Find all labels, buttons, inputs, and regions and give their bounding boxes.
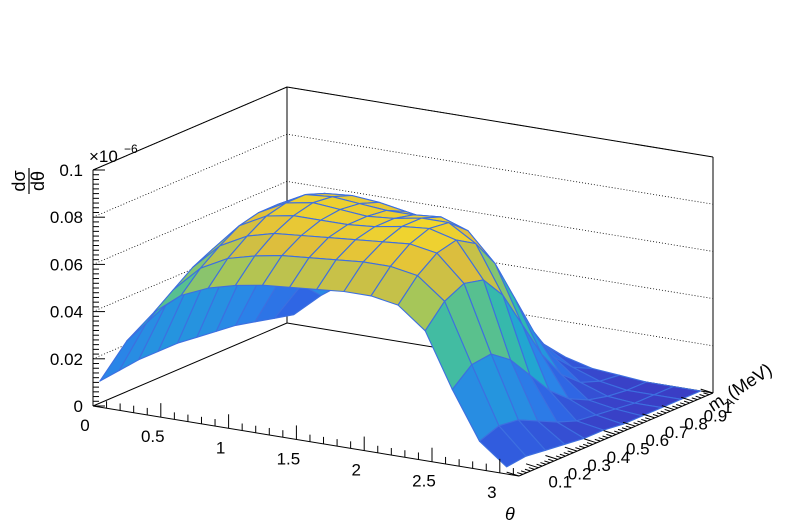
z-multiplier-exponent: −6 bbox=[124, 142, 138, 156]
y-tick bbox=[555, 455, 562, 459]
z-tick-label: 0.04 bbox=[50, 303, 83, 322]
y-tick bbox=[695, 395, 702, 399]
x-tick-label: 0 bbox=[80, 416, 89, 435]
y-tick bbox=[586, 442, 593, 445]
y-tick bbox=[563, 452, 570, 455]
frame-edge bbox=[92, 322, 288, 407]
y-tick bbox=[567, 450, 574, 454]
y-tick bbox=[617, 428, 624, 432]
y-tick-label: 0.2 bbox=[568, 464, 592, 483]
y-tick-label: 0.3 bbox=[587, 456, 611, 475]
y-tick bbox=[661, 405, 675, 411]
z-tick-label: 0.06 bbox=[50, 255, 83, 274]
surface-cell bbox=[478, 425, 527, 468]
y-tick bbox=[679, 402, 686, 406]
y-tick bbox=[691, 397, 698, 401]
y-tick-label: 0.6 bbox=[645, 431, 669, 450]
y-tick bbox=[564, 446, 578, 452]
z-multiplier: ×10 −6 bbox=[89, 142, 138, 166]
y-tick bbox=[641, 418, 648, 422]
y-tick bbox=[584, 438, 597, 444]
y-tick-label: 0.5 bbox=[626, 440, 650, 459]
y-tick bbox=[621, 427, 628, 430]
x-tick-label: 1.5 bbox=[277, 449, 301, 468]
z-gridline bbox=[92, 275, 714, 360]
y-tick bbox=[622, 421, 636, 427]
z-gridline bbox=[92, 228, 714, 312]
y-tick bbox=[528, 467, 535, 470]
y-tick bbox=[545, 455, 558, 460]
y-tick bbox=[656, 412, 663, 416]
z-tick-label: 0 bbox=[74, 397, 83, 416]
z-multiplier-base: ×10 bbox=[89, 147, 118, 166]
front-axes: 00.511.522.530.10.20.30.40.50.60.70.80.9… bbox=[50, 161, 733, 502]
y-tick bbox=[681, 396, 694, 402]
y-tick bbox=[536, 463, 543, 467]
y-tick-label: 0.9 bbox=[704, 406, 728, 425]
x-tick-label: 1 bbox=[216, 438, 225, 457]
y-tick bbox=[525, 463, 539, 469]
y-tick bbox=[548, 458, 555, 462]
y-tick bbox=[652, 413, 659, 417]
z-tick-label: 0.1 bbox=[59, 161, 83, 180]
x-axis-title: θ bbox=[505, 504, 515, 524]
x-tick-label: 2.5 bbox=[412, 472, 436, 491]
z-gridline bbox=[92, 86, 714, 171]
y-tick bbox=[606, 433, 613, 437]
y-tick bbox=[614, 430, 621, 434]
x-tick-label: 2 bbox=[351, 461, 360, 480]
y-tick bbox=[603, 430, 617, 435]
z-tick-label: 0.02 bbox=[50, 350, 83, 369]
y-tick bbox=[520, 470, 527, 474]
y-tick-label: 0.1 bbox=[548, 473, 572, 492]
y-tick bbox=[664, 408, 671, 412]
z-tick-label: 0.08 bbox=[50, 208, 83, 227]
y-tick bbox=[676, 404, 683, 407]
z-axis-title: dσ dθ bbox=[9, 168, 48, 194]
svg-text:mA(MeV): mA(MeV) bbox=[704, 359, 777, 418]
y-tick bbox=[517, 472, 524, 475]
x-tick-label: 3 bbox=[487, 483, 496, 502]
y-tick bbox=[544, 460, 551, 464]
y-tick bbox=[660, 410, 667, 414]
x-tick-label: 0.5 bbox=[141, 427, 165, 446]
y-axis-title-unit: (MeV) bbox=[724, 359, 776, 402]
y-tick bbox=[625, 425, 632, 429]
y-tick bbox=[598, 437, 605, 440]
y-tick bbox=[683, 400, 690, 404]
y-tick bbox=[594, 438, 601, 442]
y-tick bbox=[559, 453, 566, 457]
y-tick-label: 0.4 bbox=[607, 448, 631, 467]
y-tick bbox=[645, 417, 652, 421]
y-tick bbox=[582, 443, 589, 447]
y-tick-label: 0.7 bbox=[665, 423, 689, 442]
y-tick bbox=[699, 394, 706, 397]
z-axis-title-denominator: dθ bbox=[28, 171, 48, 191]
y-tick bbox=[672, 405, 679, 409]
y-tick bbox=[506, 471, 520, 477]
surface-mesh bbox=[99, 192, 702, 468]
y-tick bbox=[524, 468, 531, 472]
y-tick bbox=[633, 422, 640, 426]
y-tick bbox=[700, 388, 714, 394]
y-axis-title: mA(MeV) bbox=[704, 359, 777, 418]
y-tick bbox=[579, 445, 586, 449]
x-axis-line bbox=[92, 405, 520, 477]
y-tick bbox=[703, 392, 710, 396]
y-tick bbox=[637, 420, 644, 424]
z-axis-title-numerator: dσ bbox=[9, 170, 29, 191]
y-tick-label: 1 bbox=[723, 398, 732, 417]
z-gridline bbox=[92, 133, 714, 218]
y-tick bbox=[602, 435, 609, 439]
y-tick bbox=[540, 462, 547, 465]
y-tick bbox=[642, 413, 655, 419]
y-tick-label: 0.8 bbox=[684, 415, 708, 434]
z-gridline bbox=[92, 180, 714, 265]
y-tick bbox=[575, 447, 582, 450]
